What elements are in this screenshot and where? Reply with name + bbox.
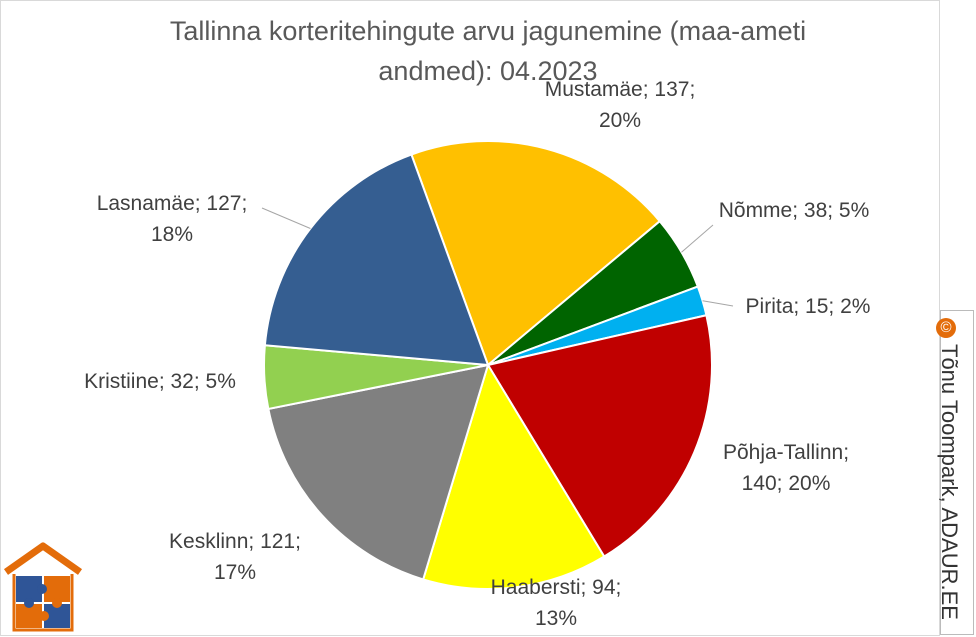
leader-line <box>261 207 311 229</box>
chart-title-line: andmed): 04.2023 <box>378 56 597 86</box>
slice-label-kristiine: Kristiine; 32; 5% <box>84 370 236 393</box>
slice-label-kesklinn: Kesklinn; 121; 17% <box>169 530 301 584</box>
slice-label-line: 140; 20% <box>742 472 831 495</box>
slice-label-p-hja-tallinn: Põhja-Tallinn; 140; 20% <box>723 441 849 495</box>
slice-label-line: Põhja-Tallinn; <box>723 441 849 464</box>
pie-slice-kesklinn <box>267 363 490 581</box>
leader-lines <box>261 207 734 307</box>
pie-slice-haabersti <box>421 362 606 590</box>
slice-label-lasnam-e: Lasnamäe; 127; 18% <box>97 192 248 246</box>
slice-label-n-mme: Nõmme; 38; 5% <box>719 199 870 222</box>
slice-label-line: Mustamäe; 137; <box>545 78 696 101</box>
slice-label-line: Kesklinn; 121; <box>169 530 301 553</box>
leader-line <box>702 300 734 307</box>
leader-line <box>681 224 714 253</box>
house-puzzle-logo-icon <box>3 542 83 632</box>
pie-chart: Tallinna korteritehingute arvu jagunemin… <box>84 16 870 630</box>
slice-label-line: Pirita; 15; 2% <box>746 295 871 318</box>
slice-labels: Mustamäe; 137; 20% Nõmme; 38; 5% Pirita; 15… <box>84 78 870 630</box>
slice-label-line: Haabersti; 94; <box>491 576 622 599</box>
pie-slices <box>263 140 713 590</box>
slice-label-line: 17% <box>214 561 256 584</box>
pie-slice-lasnam-e <box>263 153 490 367</box>
pie-slice-mustam-e <box>410 140 662 367</box>
slice-label-pirita: Pirita; 15; 2% <box>746 295 871 318</box>
slice-label-line: 18% <box>151 223 193 246</box>
pie-slice-p-hja-tallinn <box>486 314 713 558</box>
slice-label-line: Nõmme; 38; 5% <box>719 199 870 222</box>
slice-label-line: Kristiine; 32; 5% <box>84 370 236 393</box>
slice-label-line: 20% <box>599 109 641 132</box>
copyright-icon: © <box>936 318 956 338</box>
credit-label: Tõnu Toompark, ADAUR.EE <box>937 344 962 620</box>
chart-title-line: Tallinna korteritehingute arvu jagunemin… <box>170 16 806 46</box>
slice-label-line: Lasnamäe; 127; <box>97 192 248 215</box>
chart-title: Tallinna korteritehingute arvu jagunemin… <box>170 16 806 86</box>
slice-label-line: 13% <box>535 607 577 630</box>
credit-box <box>940 310 974 635</box>
credit-text: © Tõnu Toompark, ADAUR.EE <box>936 318 962 620</box>
slice-label-mustam-e: Mustamäe; 137; 20% <box>545 78 696 132</box>
slice-label-haabersti: Haabersti; 94; 13% <box>491 576 622 630</box>
